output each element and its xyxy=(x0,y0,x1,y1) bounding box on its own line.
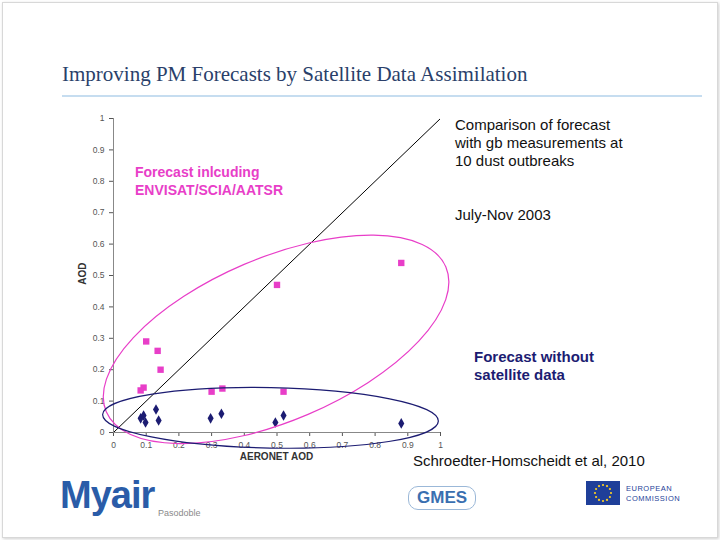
svg-text:0.4: 0.4 xyxy=(238,439,251,450)
svg-text:0.8: 0.8 xyxy=(369,439,381,450)
svg-text:0.5: 0.5 xyxy=(93,270,105,280)
svg-text:0.9: 0.9 xyxy=(93,145,105,155)
svg-text:0.1: 0.1 xyxy=(140,439,153,450)
svg-text:0: 0 xyxy=(100,427,105,437)
svg-text:0.1: 0.1 xyxy=(92,395,105,406)
svg-text:0.8: 0.8 xyxy=(93,176,105,186)
html-text:GMES: GMES xyxy=(417,488,468,507)
html-text:AOD: AOD xyxy=(76,262,88,285)
svg-text:0.6: 0.6 xyxy=(93,239,105,249)
svg-text:0.3: 0.3 xyxy=(93,333,105,343)
svg-text:0.9: 0.9 xyxy=(402,440,414,450)
svg-text:1: 1 xyxy=(438,440,443,450)
svg-text:0.5: 0.5 xyxy=(271,439,283,450)
html-text:EUROPEAN COMMISSION: EUROPEAN COMMISSION xyxy=(626,484,681,503)
html-text:Comparison of forecast with gb: Comparison of forecast with gb measureme… xyxy=(455,116,623,169)
svg-text:0.2: 0.2 xyxy=(93,364,105,374)
html-text:July-Nov 2003: July-Nov 2003 xyxy=(455,206,551,223)
svg-text:0: 0 xyxy=(111,440,116,450)
svg-text:0.7: 0.7 xyxy=(93,207,105,217)
svg-text:0.2: 0.2 xyxy=(173,439,185,450)
html-text:Forecast inlcuding ENVISAT/SCI: Forecast inlcuding ENVISAT/SCIA/AATSR xyxy=(135,164,283,198)
html-text:Schroedter-Homscheidt et al, 2: Schroedter-Homscheidt et al, 2010 xyxy=(413,452,645,469)
svg-text:0.4: 0.4 xyxy=(93,302,105,312)
html-text:Myair: Myair xyxy=(60,474,155,516)
html-text:Improving PM Forecasts by Sate: Improving PM Forecasts by Satellite Data… xyxy=(62,62,528,86)
svg-text:0.7: 0.7 xyxy=(336,440,348,450)
svg-text:1: 1 xyxy=(100,113,105,123)
svg-text:0.6: 0.6 xyxy=(303,439,316,450)
html-text:AERONET AOD: AERONET AOD xyxy=(239,451,314,462)
html-text:Forecast without satellite dat: Forecast without satellite data xyxy=(474,348,594,383)
svg-text:0.3: 0.3 xyxy=(205,439,218,450)
html-text:Pasodoble: Pasodoble xyxy=(158,508,201,518)
